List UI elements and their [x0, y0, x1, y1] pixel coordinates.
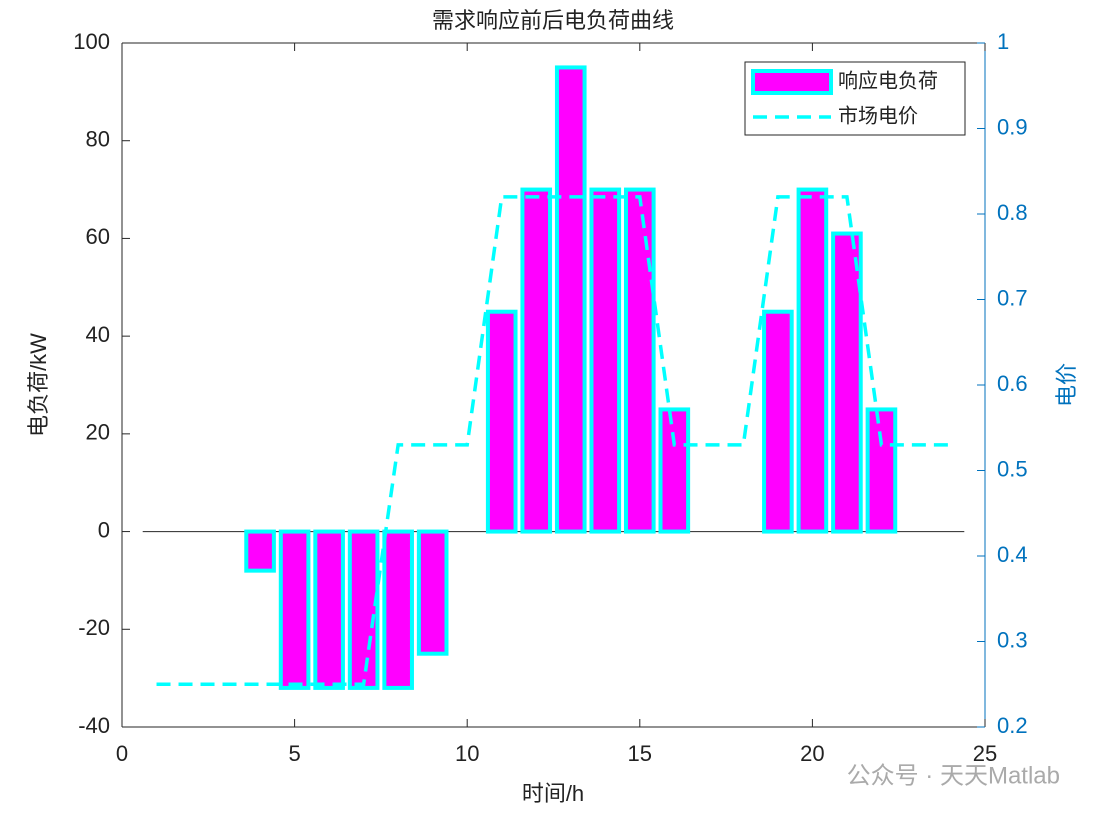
bar	[278, 529, 311, 690]
bar	[865, 407, 898, 534]
y2-tick-label: 0.7	[997, 285, 1028, 310]
watermark: 公众号 · 天天Matlab	[847, 762, 1060, 789]
price-line	[156, 195, 951, 686]
y-tick-label: -20	[78, 615, 110, 640]
bar	[520, 187, 553, 534]
y-axis-label: 电负荷/kW	[26, 333, 51, 437]
x-tick-label: 5	[288, 741, 300, 766]
bar	[485, 309, 518, 534]
legend-label: 市场电价	[838, 104, 918, 128]
x-tick-label: 15	[628, 741, 652, 766]
bar	[623, 187, 656, 534]
bar	[347, 529, 380, 690]
bar	[416, 529, 449, 656]
bar	[244, 529, 276, 573]
bar	[313, 529, 345, 690]
y-tick-label: -40	[78, 713, 110, 738]
y2-axis-label: 电价	[1054, 363, 1079, 407]
x-tick-label: 25	[973, 741, 997, 766]
x-tick-label: 0	[116, 741, 128, 766]
y2-tick-label: 0.9	[997, 114, 1028, 139]
y-tick-label: 80	[86, 127, 110, 152]
bar	[762, 309, 794, 534]
bar	[658, 407, 691, 534]
x-tick-label: 10	[455, 741, 479, 766]
x-tick-label: 20	[800, 741, 824, 766]
y2-tick-label: 0.5	[997, 456, 1028, 481]
y2-tick-label: 0.2	[997, 713, 1028, 738]
bar	[554, 65, 587, 534]
y2-tick-label: 0.6	[997, 371, 1028, 396]
bar	[589, 187, 622, 534]
y2-tick-label: 0.4	[997, 542, 1028, 567]
y2-tick-label: 1	[997, 29, 1009, 54]
chart-title: 需求响应前后电负荷曲线	[432, 8, 674, 33]
bar	[796, 187, 829, 534]
y2-tick-label: 0.3	[997, 627, 1028, 652]
x-axis-label: 时间/h	[522, 781, 584, 806]
bar	[831, 231, 863, 534]
bar	[382, 529, 414, 690]
y-tick-label: 40	[86, 322, 110, 347]
y2-tick-label: 0.8	[997, 200, 1028, 225]
y-tick-label: 60	[86, 224, 110, 249]
y-tick-label: 0	[98, 517, 110, 542]
legend-swatch	[751, 69, 833, 95]
y-tick-label: 20	[86, 420, 110, 445]
legend-label: 响应电负荷	[838, 69, 938, 93]
y-tick-label: 100	[73, 29, 110, 54]
